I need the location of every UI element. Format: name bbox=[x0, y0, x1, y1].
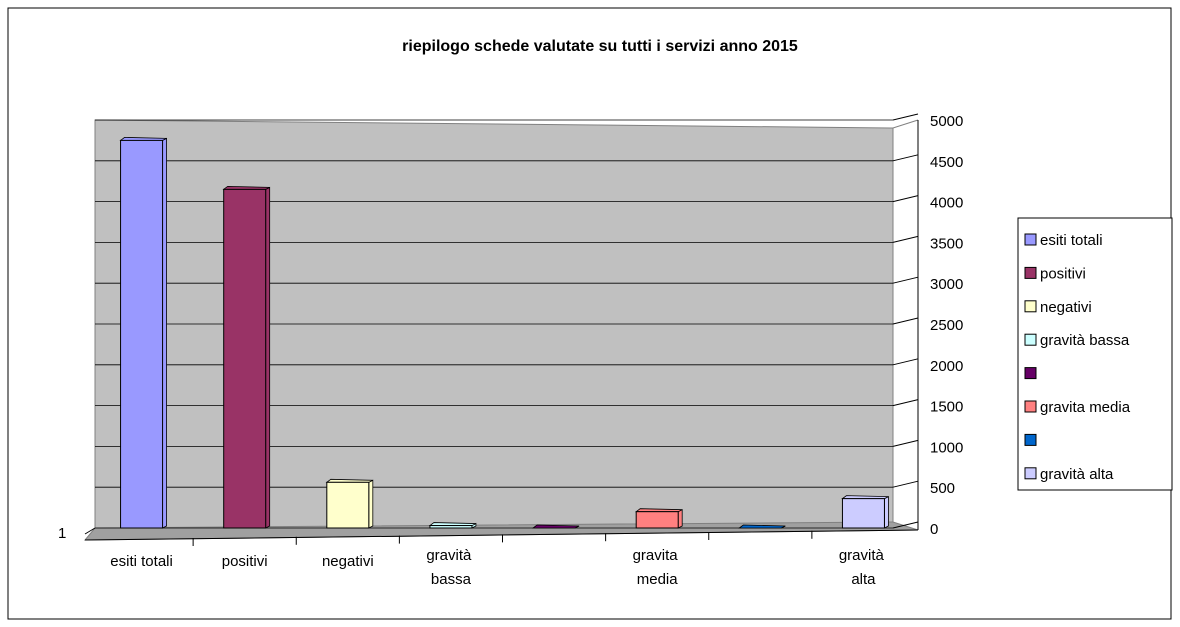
y-tick-label: 0 bbox=[930, 521, 938, 538]
y-tick-label: 5000 bbox=[930, 113, 963, 130]
y-tick-label: 3500 bbox=[930, 235, 963, 252]
axis-edge bbox=[892, 119, 919, 129]
legend-swatch bbox=[1024, 400, 1037, 413]
bar bbox=[223, 188, 267, 529]
legend-swatch bbox=[1024, 433, 1037, 446]
y-tick bbox=[892, 439, 919, 447]
chart-title: riepilogo schede valutate su tutti i ser… bbox=[402, 38, 798, 55]
y-tick bbox=[892, 195, 919, 203]
y-tick bbox=[892, 358, 919, 366]
x-tick-label: positivi bbox=[222, 553, 268, 570]
depth-label: 1 bbox=[58, 525, 66, 542]
bar-side bbox=[368, 479, 374, 529]
legend-label: esiti totali bbox=[1040, 232, 1103, 249]
bar-side bbox=[884, 495, 889, 529]
y-tick bbox=[892, 317, 919, 325]
y-tick bbox=[892, 399, 919, 407]
x-tick-label: gravità alta bbox=[839, 547, 888, 588]
y-tick-label: 500 bbox=[930, 480, 955, 497]
y-tick-label: 2500 bbox=[930, 317, 963, 334]
x-tick-label: gravità bassa bbox=[426, 547, 475, 588]
legend bbox=[1017, 217, 1173, 491]
y-tick bbox=[892, 154, 919, 162]
legend-label: positivi bbox=[1040, 265, 1086, 282]
legend-swatch bbox=[1024, 333, 1037, 346]
x-tick-label: esiti totali bbox=[110, 553, 173, 570]
y-tick-label: 1000 bbox=[930, 439, 963, 456]
y-tick-label: 3000 bbox=[930, 276, 963, 293]
y-tick-label: 1500 bbox=[930, 399, 963, 416]
legend-swatch bbox=[1024, 367, 1037, 380]
bar-top bbox=[738, 524, 786, 529]
x-tick-label: gravita media bbox=[633, 547, 682, 588]
y-tick bbox=[892, 113, 919, 121]
bar-side bbox=[162, 137, 167, 529]
bar bbox=[635, 511, 679, 529]
y-tick bbox=[892, 480, 919, 488]
bar bbox=[841, 498, 885, 529]
legend-label: gravità alta bbox=[1040, 466, 1114, 483]
legend-swatch bbox=[1024, 233, 1037, 246]
legend-swatch bbox=[1024, 467, 1037, 480]
y-tick bbox=[892, 276, 919, 284]
x-axis bbox=[84, 529, 919, 541]
bar-side bbox=[265, 186, 271, 529]
legend-label: gravità bassa bbox=[1040, 332, 1130, 349]
x-tick-label: negativi bbox=[322, 553, 374, 570]
y-tick-label: 4500 bbox=[930, 154, 963, 171]
y-tick bbox=[892, 521, 919, 529]
depth-tick bbox=[84, 527, 96, 535]
legend-swatch bbox=[1024, 266, 1037, 279]
legend-label: gravita media bbox=[1040, 399, 1131, 416]
y-tick-label: 4000 bbox=[930, 195, 963, 212]
legend-label: negativi bbox=[1040, 299, 1092, 316]
bar bbox=[429, 525, 473, 529]
bar-top bbox=[531, 524, 580, 529]
bar bbox=[326, 481, 370, 529]
y-tick-label: 2000 bbox=[930, 358, 963, 375]
bar-side bbox=[677, 509, 683, 529]
legend-swatch bbox=[1024, 300, 1037, 313]
y-tick bbox=[892, 235, 919, 243]
bar bbox=[120, 139, 164, 529]
